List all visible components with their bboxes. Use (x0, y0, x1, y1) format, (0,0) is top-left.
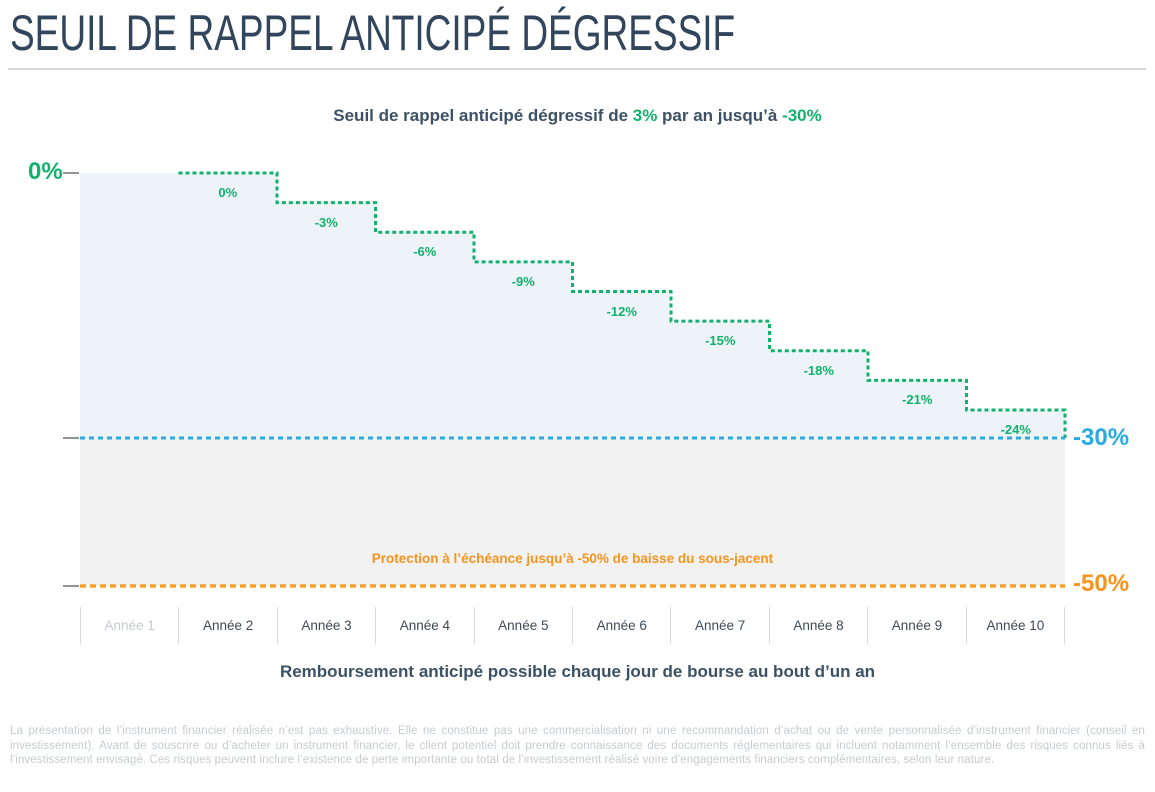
step-value-label: -6% (413, 244, 437, 260)
step-value-label: -12% (606, 303, 637, 319)
x-axis-cell-7: Année 7 (670, 607, 768, 644)
title-divider (8, 68, 1146, 70)
x-axis-cell-6: Année 6 (572, 607, 670, 644)
y-axis-minus30-label: -30% (1073, 424, 1130, 451)
x-axis-cell-5: Année 5 (473, 607, 572, 644)
subtitle-threshold-value: -30% (782, 106, 822, 125)
x-axis: Année 1 Année 2 Année 3 Année 4 Année 5 Année… (80, 607, 1065, 644)
step-value-label: -24% (1000, 422, 1031, 437)
subtitle-rate-value: 3% (632, 106, 658, 125)
x-axis-cell-4: Année 4 (375, 607, 473, 644)
y-axis-0-label: 0% (28, 158, 63, 185)
y-axis-minus50-label: -50% (1073, 570, 1130, 597)
x-axis-cell-3: Année 3 (276, 607, 375, 644)
step-value-label: -9% (511, 273, 535, 289)
x-axis-cell-2: Année 2 (178, 607, 276, 644)
legal-disclaimer: La présentation de l’instrument financie… (10, 725, 1145, 767)
x-axis-cell-10: Année 10 (965, 607, 1064, 644)
protection-annotation: Protection à l’échéance jusqu’à -50% de … (371, 551, 774, 566)
x-axis-cell-1: Année 1 (80, 607, 178, 644)
x-axis-cell-9: Année 9 (867, 607, 965, 644)
page-title: SEUIL DE RAPPEL ANTICIPÉ DÉGRESSIF (10, 5, 736, 61)
protection-zone-area (80, 438, 1065, 586)
step-value-label: -18% (803, 362, 834, 378)
recall-zone-area (80, 173, 1065, 438)
step-value-label: -15% (705, 333, 736, 349)
step-value-label: -3% (314, 214, 338, 230)
subtitle-text-1: Seuil de rappel anticipé dégressif de (333, 106, 633, 125)
chart-footnote: Remboursement anticipé possible chaque j… (279, 662, 876, 681)
subtitle-text-2: par an jusqu’à (657, 106, 783, 125)
chart-subtitle: Seuil de rappel anticipé dégressif de 3%… (0, 106, 1155, 126)
recall-threshold-step-line (178, 171, 1067, 438)
x-axis-cell-8: Année 8 (768, 607, 867, 644)
step-value-label: 0% (218, 185, 238, 200)
step-value-label: -21% (902, 392, 933, 408)
